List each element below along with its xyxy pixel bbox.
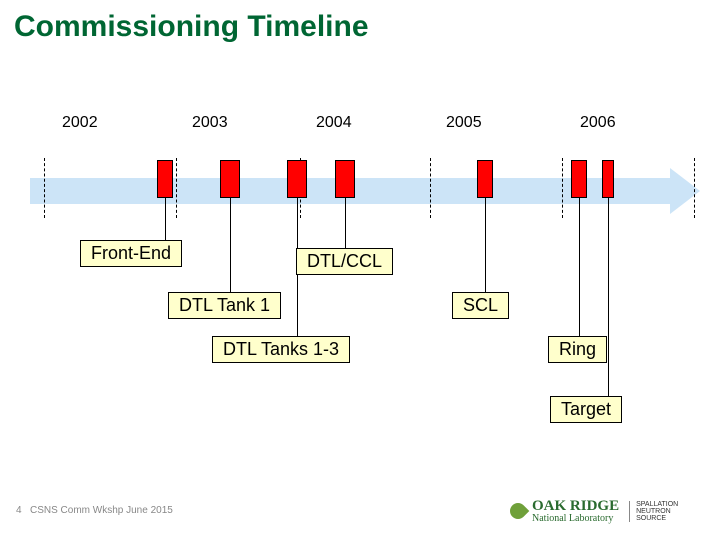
- page-title: Commissioning Timeline: [14, 10, 369, 44]
- event-scl: [477, 160, 493, 198]
- dtl-tank-1-label: DTL Tank 1: [168, 292, 281, 319]
- year-gridline: [562, 158, 563, 218]
- year-label-2006: 2006: [580, 114, 616, 132]
- connector-line: [485, 198, 486, 292]
- event-target: [602, 160, 614, 198]
- event-dtl-ccl: [335, 160, 355, 198]
- scl-label: SCL: [452, 292, 509, 319]
- year-gridline: [430, 158, 431, 218]
- year-label-2003: 2003: [192, 114, 228, 132]
- year-label-2005: 2005: [446, 114, 482, 132]
- page-number: 4: [16, 505, 22, 516]
- event-dtl-tank-1: [220, 160, 240, 198]
- ring-label: Ring: [548, 336, 607, 363]
- oak-ridge-logo: OAK RIDGE National Laboratory SPALLATION…: [510, 498, 678, 524]
- year-gridline: [176, 158, 177, 218]
- connector-line: [230, 198, 231, 292]
- year-gridline: [44, 158, 45, 218]
- connector-line: [579, 198, 580, 336]
- logo-national-lab: National Laboratory: [532, 513, 619, 524]
- year-label-2002: 2002: [62, 114, 98, 132]
- timeline-arrow-head: [670, 168, 700, 214]
- event-ring: [571, 160, 587, 198]
- target-label: Target: [550, 396, 622, 423]
- logo-spallation: SPALLATION NEUTRON SOURCE: [629, 501, 678, 522]
- event-front-end: [157, 160, 173, 198]
- year-label-2004: 2004: [316, 114, 352, 132]
- year-gridline: [694, 158, 695, 218]
- connector-line: [345, 198, 346, 248]
- connector-line: [608, 198, 609, 396]
- connector-line: [165, 198, 166, 240]
- dtl-ccl-label: DTL/CCL: [296, 248, 393, 275]
- event-dtl-1-3: [287, 160, 307, 198]
- footer-text: CSNS Comm Wkshp June 2015: [30, 505, 173, 516]
- leaf-icon: [507, 500, 530, 523]
- dtl-1-3-label: DTL Tanks 1-3: [212, 336, 350, 363]
- front-end-label: Front-End: [80, 240, 182, 267]
